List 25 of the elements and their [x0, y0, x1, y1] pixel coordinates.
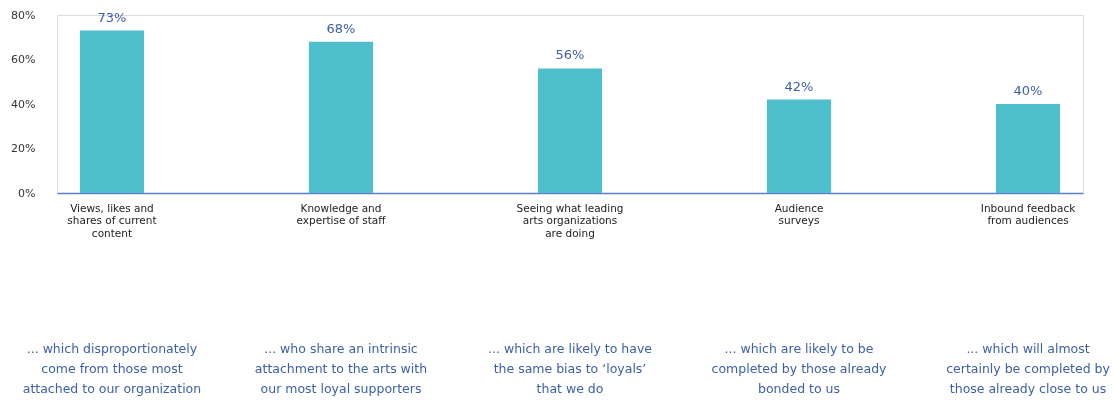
- bar: [766, 99, 832, 193]
- y-tick-label: 80%: [11, 8, 36, 22]
- bar: [537, 68, 603, 193]
- text: ... which are likely to have the same bias to ‘loyals’ that we do: [488, 341, 653, 396]
- x-tick-label: Audience surveys: [774, 201, 824, 226]
- bar: [79, 30, 145, 193]
- data-label: 56%: [555, 47, 585, 63]
- data-label: 68%: [326, 20, 356, 36]
- text: ... which will almost certainly be completed by those already close to us: [946, 341, 1111, 396]
- x-tick-label: Views, likes and shares of current content: [67, 201, 157, 239]
- y-tick-label: 0%: [18, 186, 36, 200]
- text: ... which are likely to be completed by those already bonded to us: [711, 341, 888, 396]
- data-label: 42%: [784, 78, 814, 94]
- x-tick-label: Knowledge and expertise of staff: [296, 201, 387, 226]
- x-tick-label: Seeing what leading arts organizations are doing: [516, 201, 624, 239]
- bar: [308, 41, 374, 193]
- y-tick-label: 60%: [11, 53, 36, 66]
- x-tick-label: Inbound feedback from audiences: [980, 201, 1077, 226]
- y-tick-label: 20%: [11, 142, 36, 155]
- bar: [995, 104, 1061, 193]
- text: ... who share an intrinsic attachment to the arts with our most loyal supporters: [254, 341, 428, 396]
- data-label: 73%: [97, 9, 127, 25]
- data-label: 40%: [1013, 83, 1043, 98]
- text: ... which disproportionately come from those most attached to our organization: [22, 341, 202, 396]
- y-tick-label: 40%: [11, 97, 36, 111]
